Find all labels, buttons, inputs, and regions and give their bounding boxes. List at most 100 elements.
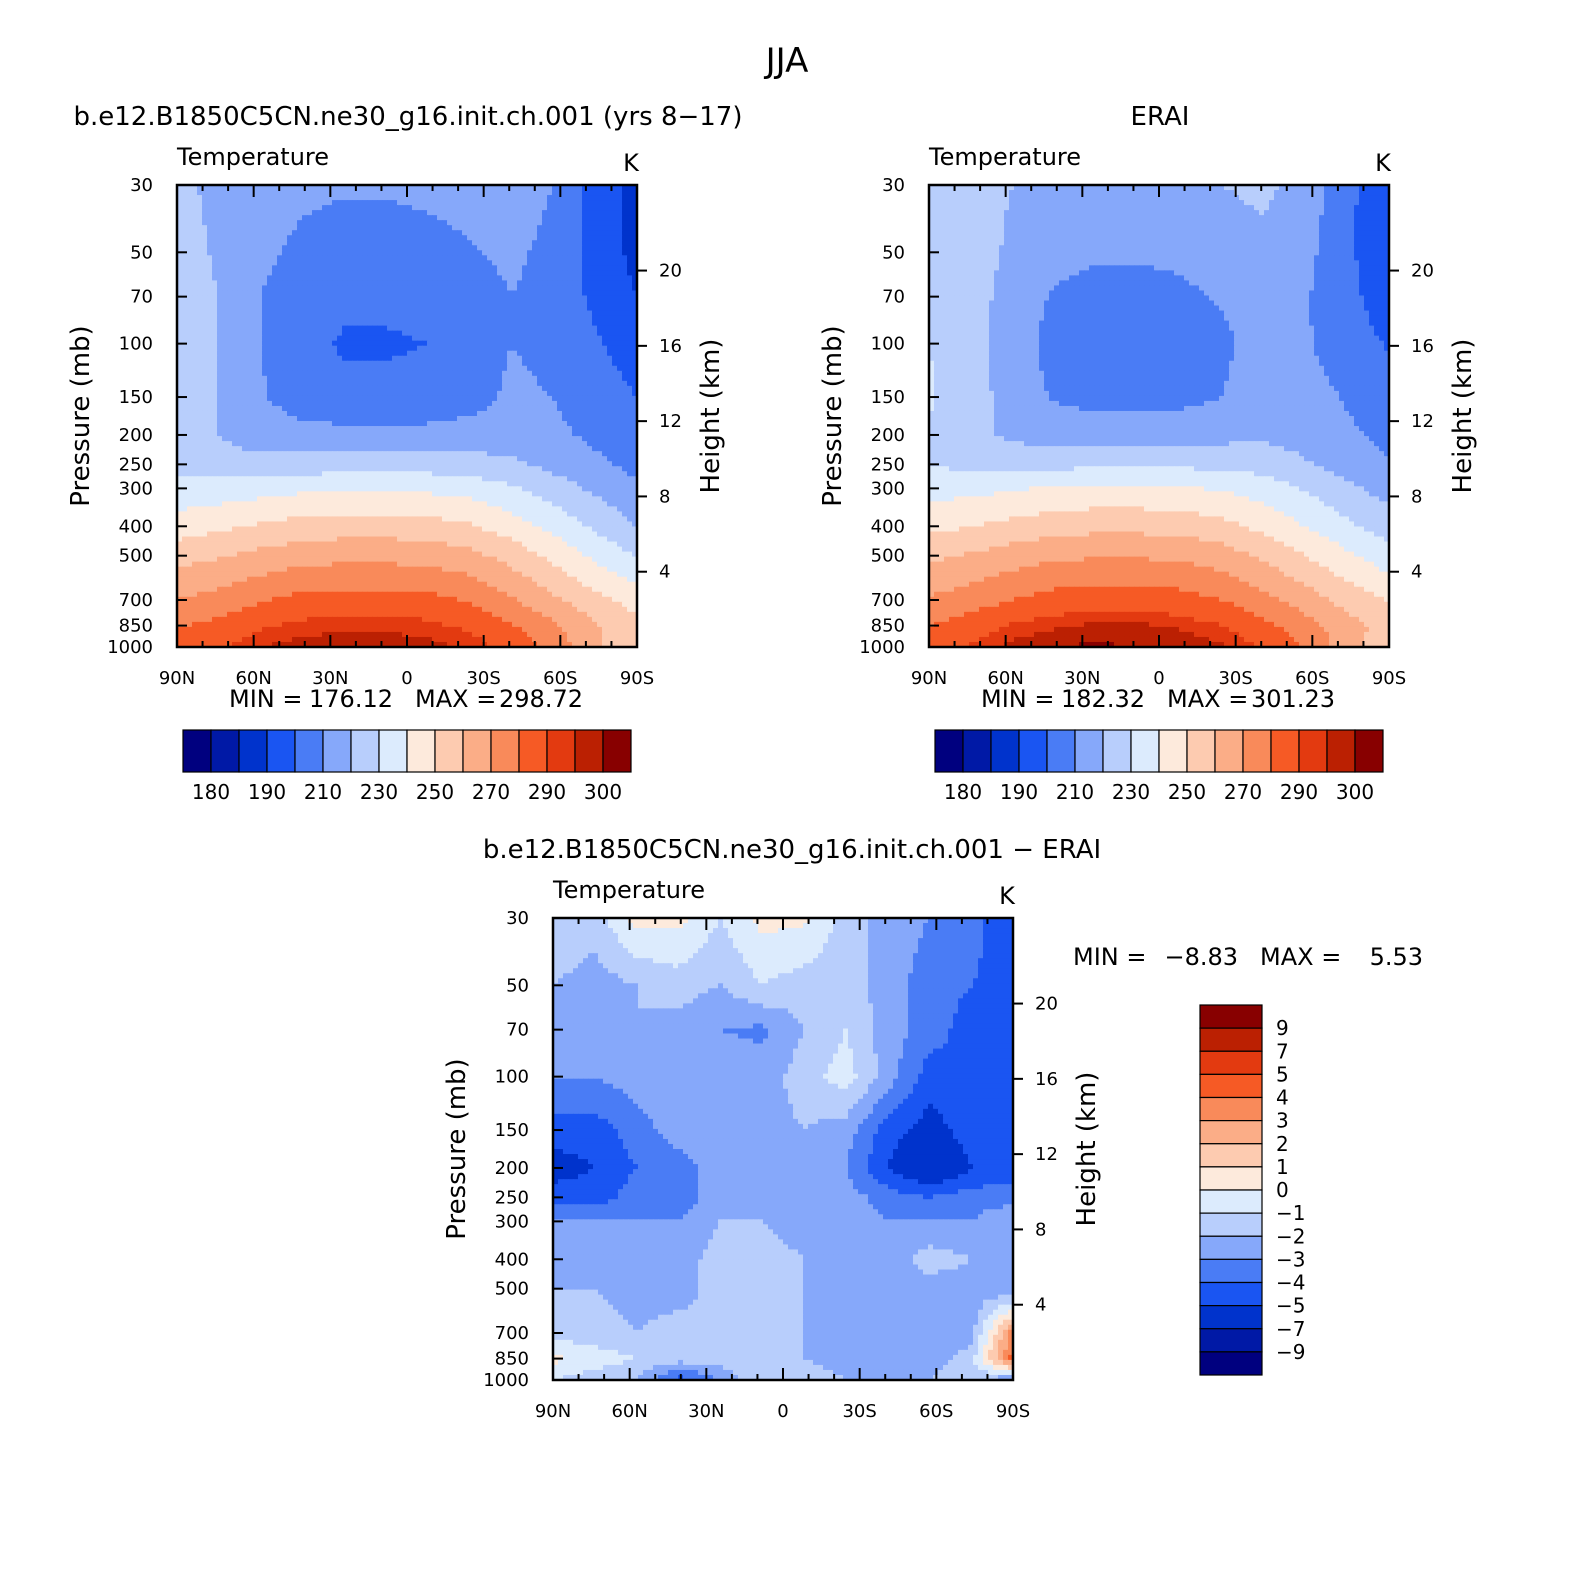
contour-cell <box>362 185 368 191</box>
contour-cell <box>262 310 268 317</box>
contour-cell <box>587 260 593 266</box>
contour-cell <box>342 416 348 422</box>
contour-cell <box>337 395 343 402</box>
contour-cell <box>417 320 423 327</box>
contour-cell <box>447 436 453 442</box>
contour-cell <box>522 195 528 201</box>
contour-cell <box>302 225 308 231</box>
contour-cell <box>337 410 343 417</box>
contour-cell <box>407 280 413 287</box>
contour-cell <box>552 360 558 367</box>
contour-cell <box>577 225 583 231</box>
contour-cell <box>522 275 528 282</box>
contour-cell <box>287 265 293 271</box>
contour-cell <box>417 240 423 246</box>
contour-cell <box>472 200 478 206</box>
contour-cell <box>297 380 303 387</box>
contour-cell <box>577 330 583 337</box>
contour-cell <box>207 335 213 342</box>
contour-cell <box>377 436 383 442</box>
contour-cell <box>537 421 543 427</box>
contour-cell <box>247 400 253 407</box>
contour-cell <box>337 370 343 377</box>
contour-cell <box>292 380 298 387</box>
contour-cell <box>542 310 548 317</box>
contour-cell <box>557 315 563 322</box>
contour-cell <box>412 441 418 447</box>
contour-cell <box>492 270 498 276</box>
contour-cell <box>552 446 558 452</box>
contour-cell <box>267 325 273 332</box>
contour-cell <box>477 260 483 266</box>
contour-cell <box>402 295 408 302</box>
contour-cell <box>277 245 283 251</box>
contour-cell <box>207 190 213 196</box>
contour-cell <box>267 451 273 457</box>
contour-cell <box>222 305 228 312</box>
contour-cell <box>622 310 628 317</box>
contour-cell <box>232 265 238 271</box>
contour-cell <box>252 260 258 266</box>
contour-cell <box>407 380 413 387</box>
contour-cell <box>522 240 528 246</box>
contour-cell <box>612 205 618 211</box>
contour-cell <box>252 305 258 312</box>
contour-cell <box>262 265 268 271</box>
contour-cell <box>612 441 618 447</box>
contour-cell <box>327 230 333 236</box>
contour-cell <box>192 295 198 302</box>
contour-cell <box>227 456 233 462</box>
contour-cell <box>627 345 633 352</box>
contour-cell <box>352 380 358 387</box>
contour-cell <box>557 200 563 206</box>
contour-cell <box>277 280 283 287</box>
contour-cell <box>422 360 428 367</box>
contour-cell <box>212 240 218 246</box>
contour-cell <box>527 315 533 322</box>
contour-cell <box>452 185 458 191</box>
contour-cell <box>542 395 548 402</box>
contour-cell <box>587 265 593 271</box>
contour-cell <box>507 395 513 402</box>
contour-cell <box>222 330 228 337</box>
contour-cell <box>427 260 433 266</box>
contour-cell <box>427 310 433 317</box>
contour-cell <box>607 325 613 332</box>
contour-cell <box>477 330 483 337</box>
contour-cell <box>272 375 278 382</box>
contour-cell <box>422 220 428 226</box>
contour-cell <box>632 200 638 206</box>
contour-cell <box>442 275 448 282</box>
contour-cell <box>352 370 358 377</box>
contour-cell <box>432 345 438 352</box>
contour-cell <box>352 275 358 282</box>
contour-cell <box>587 210 593 216</box>
contour-cell <box>572 210 578 216</box>
contour-cell <box>382 320 388 327</box>
contour-cell <box>487 416 493 422</box>
contour-cell <box>182 426 188 432</box>
contour-cell <box>177 305 183 312</box>
contour-cell <box>442 360 448 367</box>
contour-cell <box>532 190 538 196</box>
contour-cell <box>237 350 243 357</box>
contour-cell <box>412 310 418 317</box>
contour-cell <box>447 240 453 246</box>
contour-cell <box>492 426 498 432</box>
contour-cell <box>497 220 503 226</box>
contour-cell <box>407 260 413 266</box>
contour-cell <box>622 375 628 382</box>
contour-cell <box>542 436 548 442</box>
contour-cell <box>437 275 443 282</box>
contour-cell <box>182 436 188 442</box>
contour-cell <box>182 360 188 367</box>
contour-cell <box>557 295 563 302</box>
contour-cell <box>202 400 208 407</box>
contour-cell <box>417 285 423 292</box>
contour-cell <box>457 315 463 322</box>
contour-cell <box>627 421 633 427</box>
contour-cell <box>257 350 263 357</box>
contour-cell <box>272 400 278 407</box>
contour-cell <box>372 215 378 221</box>
contour-cell <box>452 400 458 407</box>
